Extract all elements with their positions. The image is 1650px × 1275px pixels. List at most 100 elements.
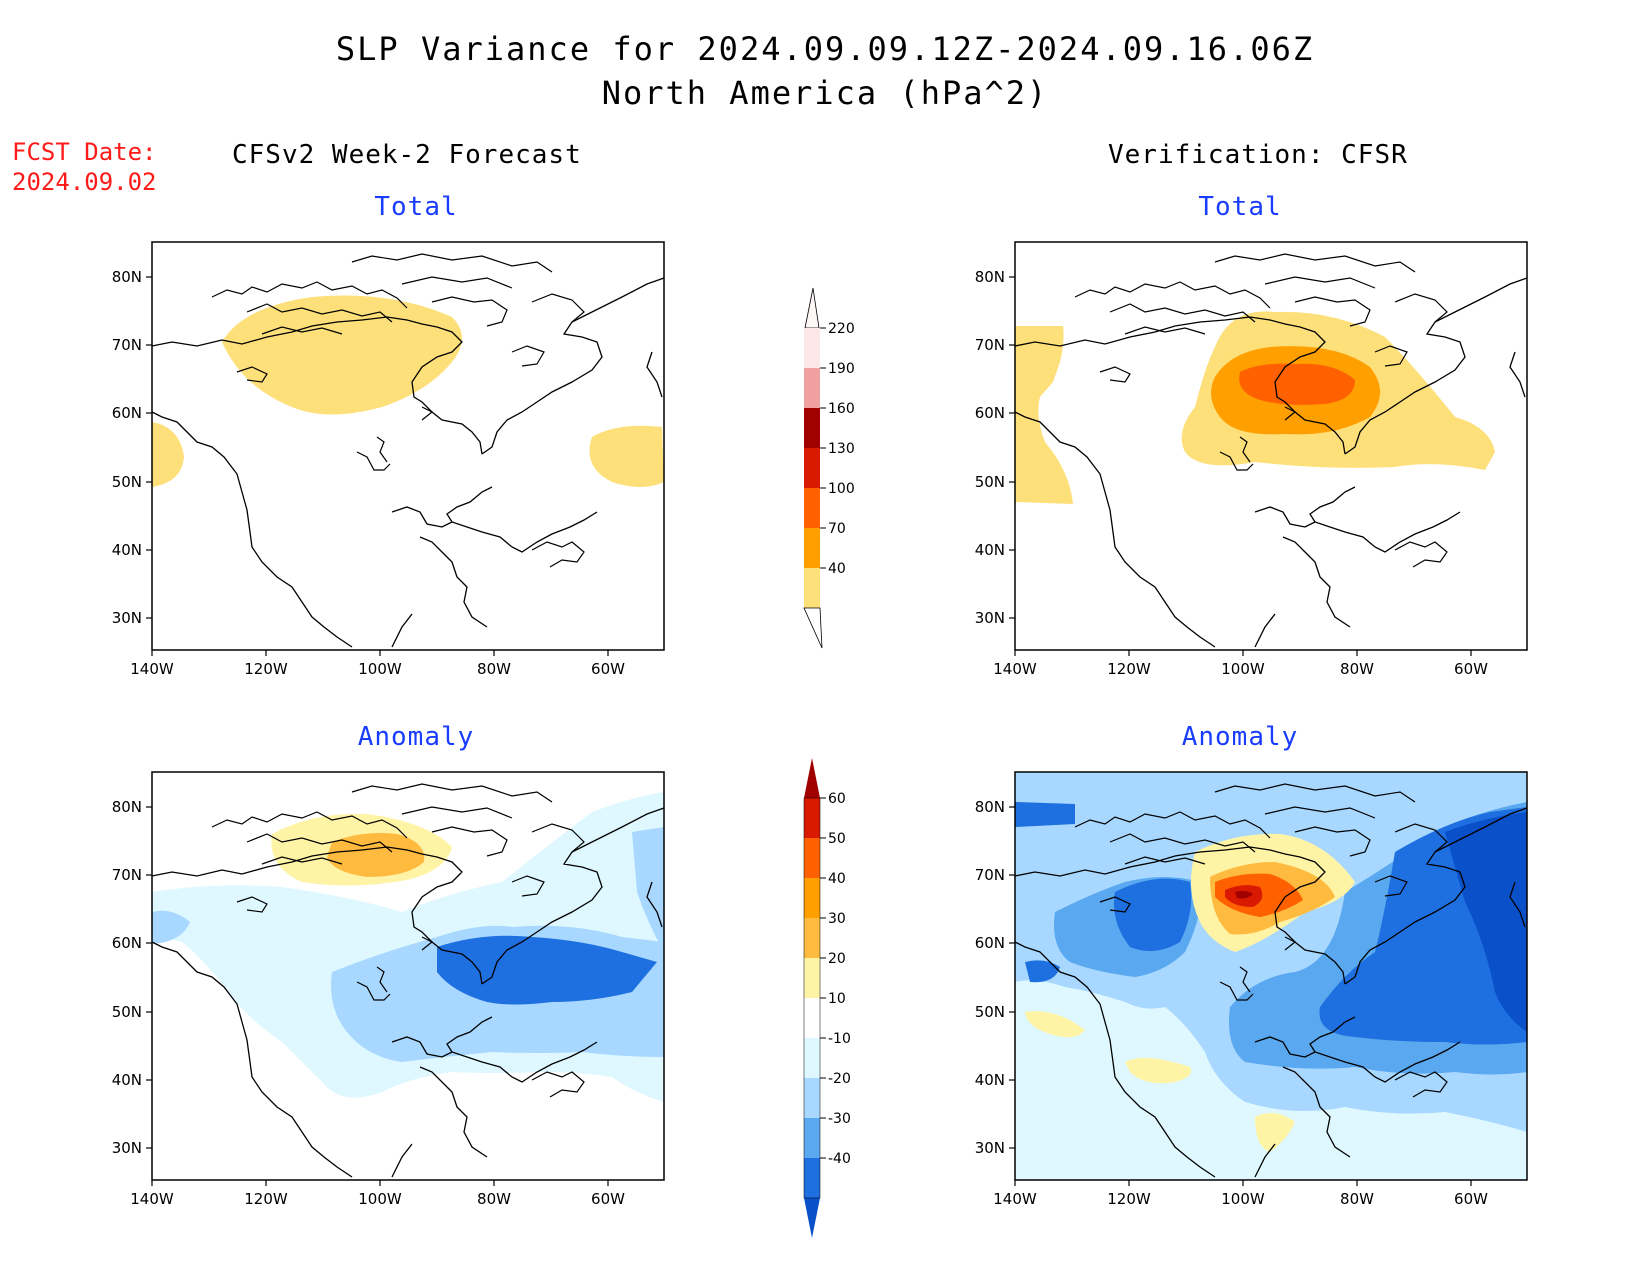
lat-tick-label: 30N [112,1139,142,1157]
lon-tick-label: 140W [130,660,174,678]
lon-tick-label: 120W [244,1190,288,1208]
shading-verification-total [1015,311,1495,504]
colorbar-segment [804,528,820,568]
colorbar-segment [804,798,820,838]
shading-forecast-anomaly [152,792,664,1102]
lon-tick-label: 60W [1454,1190,1488,1208]
colorbar-label: 130 [828,441,855,457]
lon-tick-label: 120W [244,660,288,678]
lon-tick-label: 140W [993,660,1037,678]
colorbar-segment [804,488,820,528]
lat-tick-label: 60N [975,934,1005,952]
lon-tick-label: 100W [358,660,402,678]
colorbar-segment [804,1118,820,1158]
lat-tick-label: 40N [112,1071,142,1089]
map-forecast-total [151,241,665,651]
title-line-2: North America (hPa^2) [601,74,1049,112]
shading-verification-anomaly [1015,772,1527,1152]
colorbar-segment [804,1078,820,1118]
map-frame [1014,771,1528,1181]
lon-tick-label: 140W [130,1190,174,1208]
colorbar-label: 10 [828,991,846,1007]
colorbar-segment [804,918,820,958]
colorbar-segment [804,958,820,998]
lat-tick-label: 40N [975,541,1005,559]
colorbar-segment [804,998,820,1038]
lat-tick-label: 80N [112,268,142,286]
colorbar-segment [804,328,820,368]
colorbar-segment [804,368,820,408]
subtitle-verification-anomaly: Anomaly [1181,722,1299,752]
subtitle-verification-total: Total [1198,192,1282,222]
subtitle-forecast-total: Total [374,192,458,222]
colorbar-total: 220 190 160 130 100 70 40 [803,287,855,649]
lat-tick-label: 70N [975,336,1005,354]
map-frame [1014,241,1528,651]
lon-tick-label: 60W [1454,660,1488,678]
colorbar-bottom-cap [803,607,823,649]
lat-tick-label: 80N [975,798,1005,816]
lat-tick-label: 30N [975,1139,1005,1157]
lat-tick-label: 30N [112,609,142,627]
subtitle-forecast-anomaly: Anomaly [357,722,475,752]
map-verification-anomaly [1014,771,1528,1181]
lat-tick-label: 60N [112,404,142,422]
colorbar-label: 20 [828,951,846,967]
lat-tick-label: 40N [112,541,142,559]
title-line-1: SLP Variance for 2024.09.09.12Z-2024.09.… [335,30,1315,68]
fcst-label: FCST Date: [12,138,157,166]
colorbar-segment [804,838,820,878]
colorbar-label: -10 [828,1031,851,1047]
colorbar-segment [804,568,820,608]
colorbar-top-arrow [804,758,820,798]
colorbar-label: 50 [828,831,846,847]
right-column-title: Verification: CFSR [1108,140,1408,170]
map-frame [151,771,665,1181]
lon-tick-label: 80W [477,1190,511,1208]
colorbar-label: -30 [828,1111,851,1127]
colorbar-label: 70 [828,521,846,537]
lat-tick-label: 80N [975,268,1005,286]
lat-tick-label: 50N [975,473,1005,491]
colorbar-segment [804,1158,820,1198]
colorbar-label: -40 [828,1151,851,1167]
colorbar-label: 160 [828,401,855,417]
colorbar-label: 40 [828,871,846,887]
lat-tick-label: 50N [112,1003,142,1021]
lon-tick-label: 60W [591,1190,625,1208]
lat-tick-label: 70N [112,336,142,354]
colorbar-anomaly: 60 50 40 30 20 10 -10 -20 -30 -40 [803,758,851,1238]
lat-tick-label: 50N [975,1003,1005,1021]
lon-tick-label: 60W [591,660,625,678]
lon-tick-label: 100W [358,1190,402,1208]
lon-tick-label: 100W [1221,1190,1265,1208]
lat-tick-label: 70N [112,866,142,884]
colorbar-label: 60 [828,791,846,807]
lon-tick-label: 100W [1221,660,1265,678]
lat-tick-label: 60N [112,934,142,952]
colorbar-segment [804,408,820,448]
lon-tick-label: 80W [477,660,511,678]
shading-forecast-total [152,295,664,487]
map-axes: 80N 70N 60N 50N 40N 30N 140W 120W 100W 80W 60W 80N 7… [112,268,1488,1208]
left-column-title: CFSv2 Week-2 Forecast [232,140,582,170]
map-verification-total [1014,241,1528,651]
map-frame [151,241,665,651]
lat-tick-label: 30N [975,609,1005,627]
colorbar-segment [804,878,820,918]
fcst-date: 2024.09.02 [12,168,157,196]
lat-tick-label: 60N [975,404,1005,422]
colorbar-label: 100 [828,481,855,497]
colorbar-segment [804,1038,820,1078]
colorbar-label: 220 [828,321,855,337]
lat-tick-label: 50N [112,473,142,491]
lon-tick-label: 140W [993,1190,1037,1208]
colorbar-label: 40 [828,561,846,577]
colorbar-label: 30 [828,911,846,927]
colorbar-bottom-arrow [804,1198,820,1238]
lon-tick-label: 80W [1340,660,1374,678]
lat-tick-label: 40N [975,1071,1005,1089]
colorbar-label: -20 [828,1071,851,1087]
map-forecast-anomaly [151,771,665,1181]
